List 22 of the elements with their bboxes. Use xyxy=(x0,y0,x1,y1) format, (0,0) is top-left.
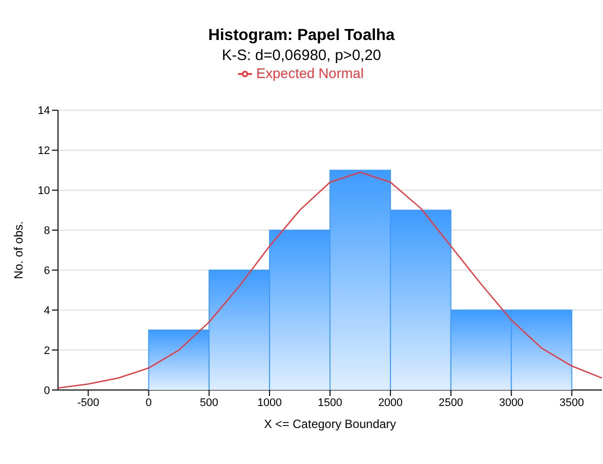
y-tick-label: 6 xyxy=(44,265,50,278)
x-tick-label: 500 xyxy=(200,396,218,409)
y-tick-label: 4 xyxy=(44,304,50,317)
chart-subtitle: K-S: d=0,06980, p>0,20 xyxy=(220,47,382,64)
y-tick-label: 14 xyxy=(38,105,50,118)
x-tick-label: -500 xyxy=(77,396,100,409)
x-tick-label: 0 xyxy=(146,396,152,409)
x-tick-label: 1000 xyxy=(257,396,282,409)
y-tick-label: 12 xyxy=(38,145,50,158)
y-tick-label: 0 xyxy=(44,384,50,397)
x-tick-label: 2000 xyxy=(378,396,403,409)
x-tick-label: 3000 xyxy=(499,396,524,409)
y-axis-title: No. of obs. xyxy=(11,221,26,280)
chart-title: Histogram: Papel Toalha xyxy=(207,26,396,45)
x-tick-label: 1500 xyxy=(318,396,342,409)
x-axis-title: X <= Category Boundary xyxy=(264,417,396,431)
x-tick-label: 3500 xyxy=(560,396,584,409)
legend-label: Expected Normal xyxy=(256,65,364,81)
y-tick-label: 8 xyxy=(44,225,50,238)
y-tick-label: 10 xyxy=(38,185,50,198)
y-tick-label: 2 xyxy=(44,344,50,357)
x-tick-label: 2500 xyxy=(438,396,464,409)
